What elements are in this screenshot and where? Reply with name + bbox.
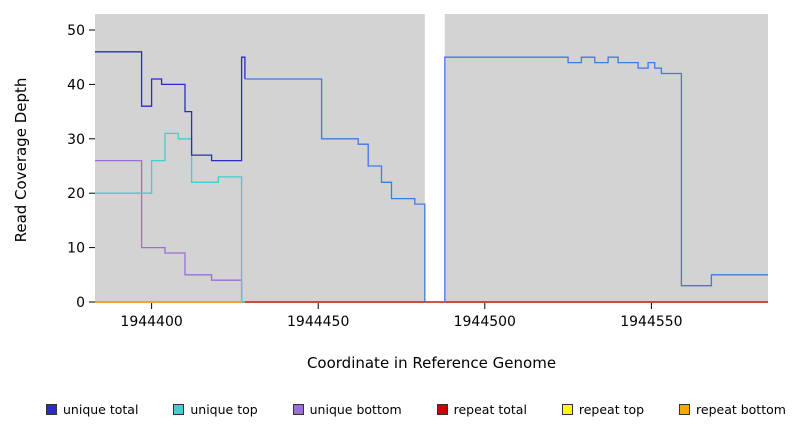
legend-label-repeat-bottom: repeat bottom xyxy=(696,401,786,417)
legend-item-repeat-top: repeat top xyxy=(561,401,645,417)
legend-label-repeat-total: repeat total xyxy=(453,401,527,417)
legend-swatch-repeat-total xyxy=(436,403,448,415)
y-tick-label: 40 xyxy=(67,77,85,93)
no-data-band xyxy=(424,14,445,303)
legend-swatch-unique-total xyxy=(46,403,57,415)
legend-swatch-unique-bottom xyxy=(292,403,304,415)
y-tick-label: 10 xyxy=(67,241,85,257)
legend-item-repeat-bottom: repeat bottom xyxy=(679,402,786,417)
series-total xyxy=(444,56,768,302)
legend-label-unique-total: unique total xyxy=(63,401,139,417)
legend-label-unique-bottom: unique bottom xyxy=(309,401,402,417)
x-tick-label: 1944400 xyxy=(120,314,182,330)
y-axis-title: Read Coverage Depth xyxy=(12,77,30,243)
x-tick-label: 1944500 xyxy=(454,314,516,330)
y-tick-label: 0 xyxy=(76,295,85,311)
legend-item-unique-top: unique top xyxy=(173,401,258,417)
legend-label-repeat-top: repeat top xyxy=(578,401,645,417)
coverage-chart: 1944400 1944450 1944500 1944550 0 10 20 30 40 50 xyxy=(67,14,768,330)
legend-swatch-repeat-bottom xyxy=(679,403,691,415)
legend-swatch-repeat-top xyxy=(561,403,573,415)
x-axis-title: Coordinate in Reference Genome xyxy=(306,354,557,372)
legend-item-repeat-total: repeat total xyxy=(436,401,527,417)
legend-item-unique-total: unique total xyxy=(46,402,138,417)
x-tick-label: 1944450 xyxy=(287,314,349,330)
legend-label-unique-top: unique top xyxy=(190,401,258,417)
series-unique-total xyxy=(95,51,246,162)
chart-legend: unique total unique top unique bottom re… xyxy=(46,399,786,419)
y-tick-label: 30 xyxy=(67,132,85,148)
y-tick-label: 50 xyxy=(67,23,85,39)
series-unique-top xyxy=(95,132,245,303)
series-total xyxy=(244,78,426,302)
y-tick-label: 20 xyxy=(67,186,85,202)
legend-swatch-unique-top xyxy=(173,403,185,415)
x-tick-label: 1944550 xyxy=(620,314,682,330)
legend-item-unique-bottom: unique bottom xyxy=(292,401,402,417)
